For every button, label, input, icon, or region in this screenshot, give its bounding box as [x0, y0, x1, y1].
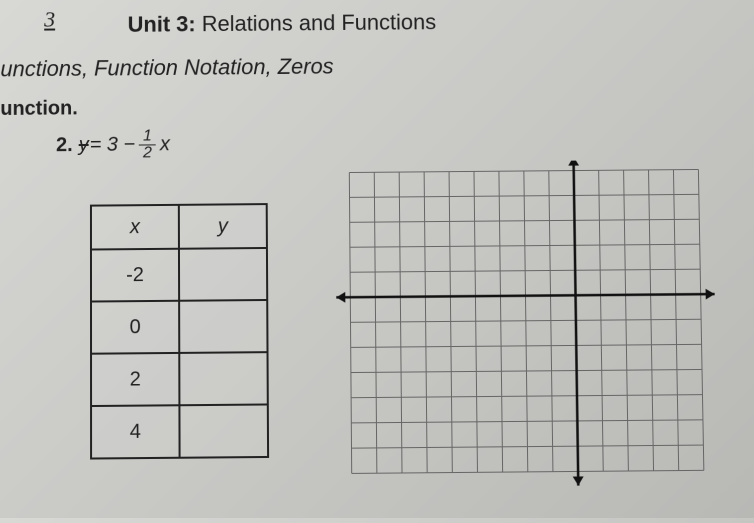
unit-name: Relations and Functions [202, 9, 437, 36]
table-row: -2 [91, 248, 267, 302]
grid-svg [329, 159, 734, 504]
cell-y [179, 248, 267, 301]
table-row: 0 [91, 300, 268, 354]
subtitle: unctions, Function Notation, Zeros [0, 54, 333, 83]
fraction-numerator: 1 [139, 129, 156, 146]
header-y: y [179, 204, 267, 249]
section-heading: unction. [0, 97, 77, 120]
header-x: x [91, 205, 179, 250]
cell-x: 2 [91, 353, 179, 406]
unit-label: Unit 3: [128, 12, 196, 37]
unit-title: Unit 3: Relations and Functions [128, 9, 437, 37]
handwritten-answer: 3 [44, 7, 55, 33]
fraction-denominator: 2 [139, 145, 156, 161]
lhs-variable: y [79, 134, 89, 157]
table-header-row: x y [91, 204, 267, 249]
eq-text: = 3 − [90, 134, 135, 157]
xy-table: x y -2 0 2 4 [90, 203, 269, 459]
cell-y [179, 352, 268, 405]
fraction: 1 2 [139, 129, 156, 162]
cell-x: -2 [91, 249, 179, 302]
after-fraction: x [160, 133, 170, 156]
problem-number: 2. [56, 134, 73, 157]
cell-x: 4 [91, 405, 180, 458]
table-row: 4 [91, 404, 268, 458]
cell-x: 0 [91, 301, 179, 354]
cell-y [179, 300, 267, 353]
cell-y [179, 404, 268, 457]
table-row: 2 [91, 352, 268, 406]
problem-equation: 2. y = 3 − 1 2 x [56, 128, 170, 162]
coordinate-grid [329, 159, 734, 504]
